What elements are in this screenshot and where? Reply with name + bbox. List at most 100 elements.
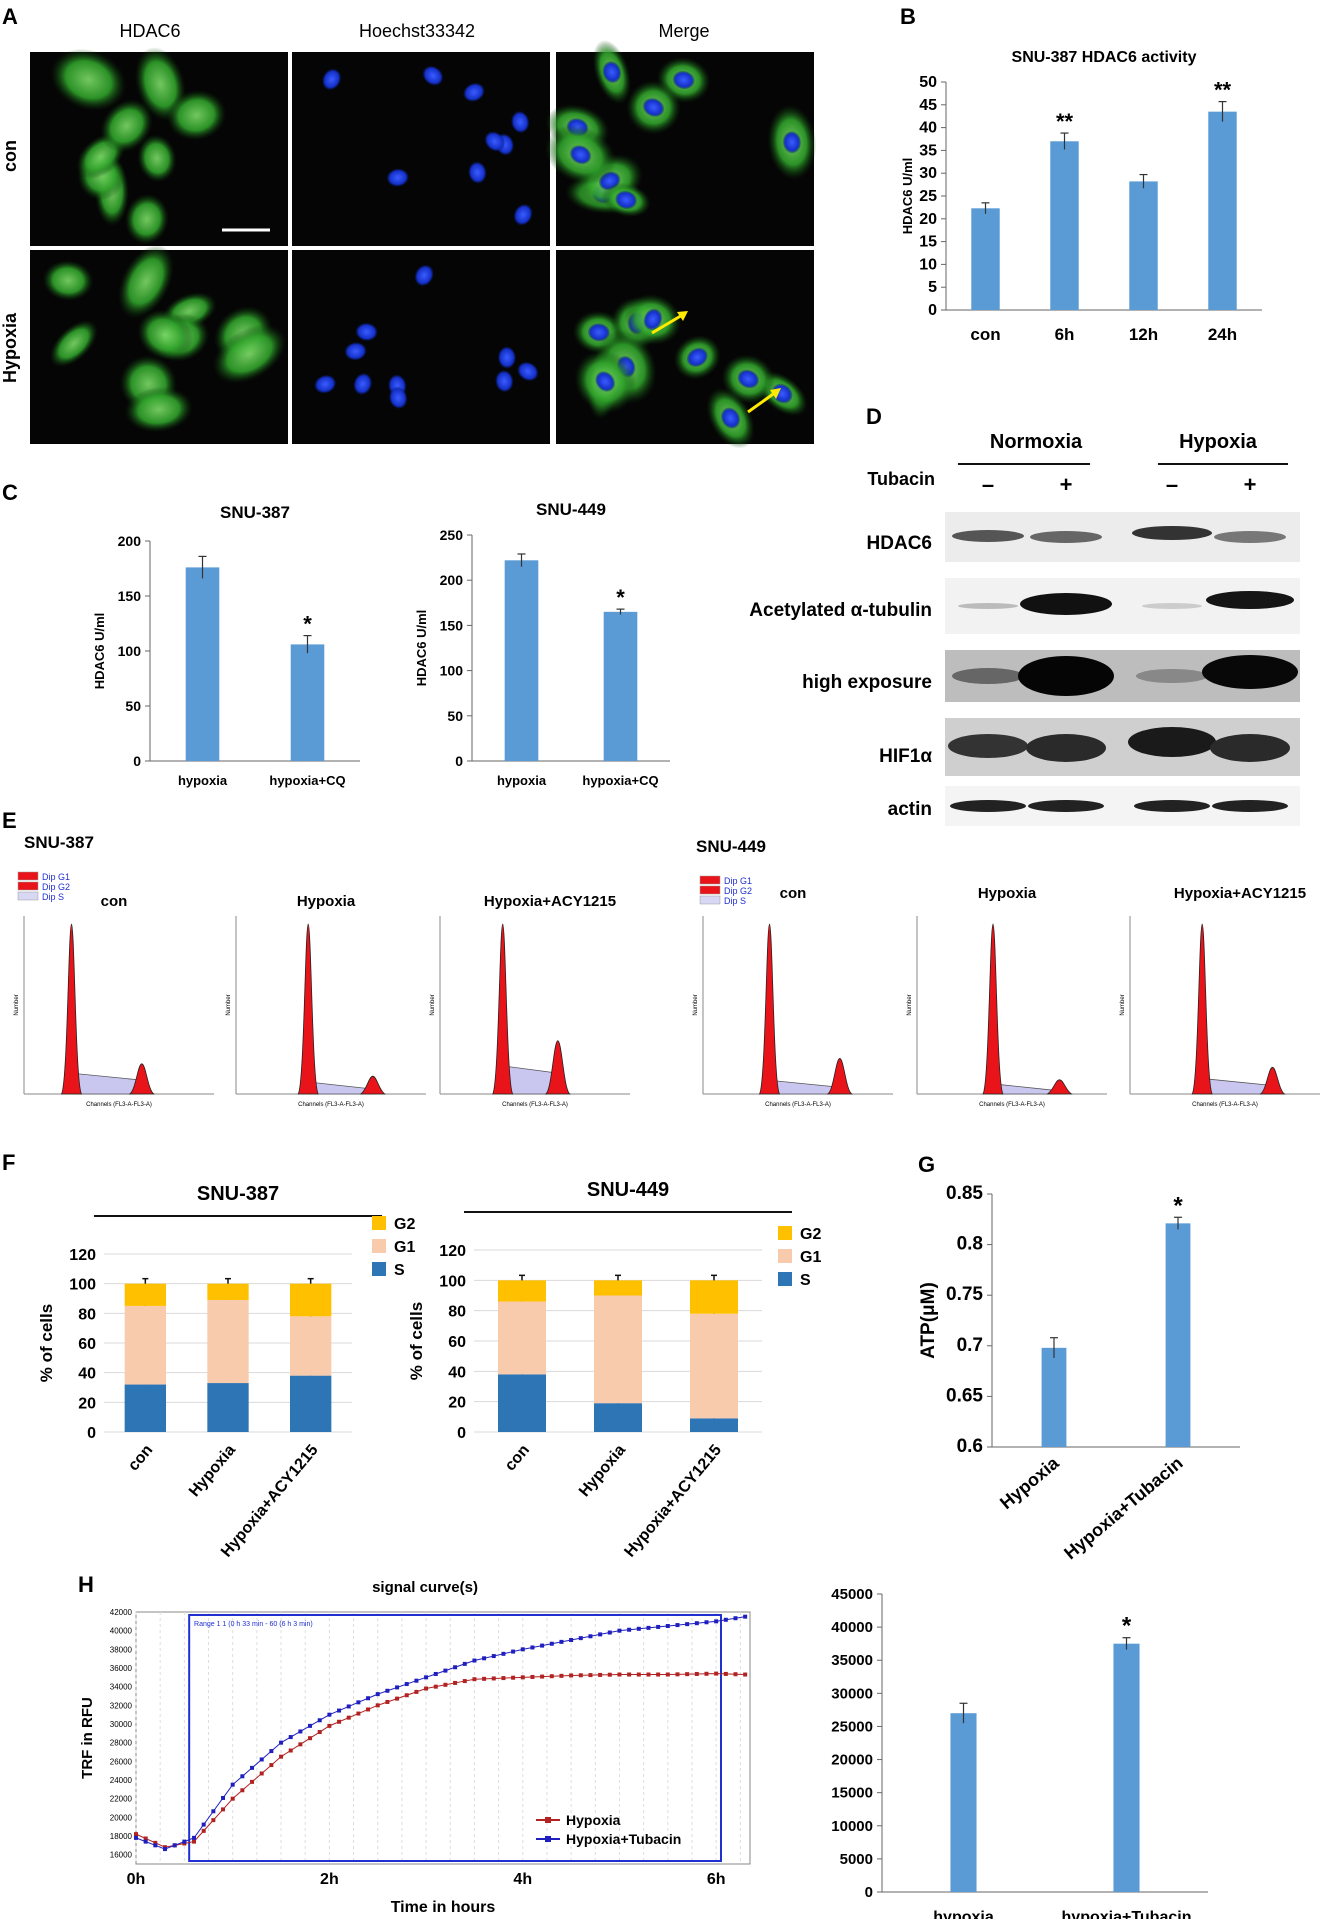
y-tick-label: 30: [919, 165, 937, 182]
arrow-head: [677, 311, 688, 321]
data-point: [665, 1624, 670, 1628]
bar: [950, 1713, 977, 1892]
lane-sign-1: –: [982, 472, 994, 497]
y-tick-label: 50: [447, 708, 463, 724]
data-point: [250, 1779, 255, 1784]
y-tick-label: 16000: [110, 1851, 133, 1860]
histogram-xlabel: Channels (FL3-A-FL3-A): [298, 1102, 364, 1108]
panel-letter-e: E: [2, 808, 17, 833]
g2-peak: [359, 1075, 387, 1095]
data-point: [472, 1658, 477, 1663]
y-tick-label: 0.85: [946, 1183, 983, 1204]
y-tick-label: 60: [78, 1336, 96, 1353]
data-point: [172, 1843, 177, 1848]
data-point: [559, 1639, 564, 1644]
micrograph-grid: [30, 40, 817, 449]
significance-marker: *: [303, 612, 312, 637]
x-tick-label: Hypoxia: [996, 1452, 1063, 1513]
data-point: [617, 1628, 622, 1633]
y-tick-label: 34000: [110, 1683, 133, 1692]
blot-label-hif1a: HIF1α: [879, 746, 932, 767]
stacked-bar-segment: [207, 1299, 249, 1384]
data-point: [472, 1677, 477, 1682]
cell-nucleus: [595, 371, 616, 392]
histogram-legend-label: Dip G1: [724, 876, 752, 886]
g1-peak: [491, 923, 514, 1095]
data-point: [714, 1671, 719, 1676]
y-tick-label: 10000: [831, 1818, 873, 1835]
y-tick-label: 0: [457, 1425, 466, 1442]
y-tick-label: 28000: [110, 1739, 133, 1748]
data-point: [443, 1668, 448, 1673]
panel-letter-b: B: [900, 4, 916, 29]
data-point: [694, 1671, 699, 1676]
data-point: [143, 1836, 148, 1841]
x-tick-label: hypoxia+CQ: [269, 773, 345, 788]
data-point: [385, 1688, 390, 1693]
bar: [1129, 181, 1158, 310]
y-tick-label: 120: [439, 1243, 466, 1260]
data-point: [366, 1707, 371, 1712]
y-tick-label: 0.6: [957, 1436, 983, 1457]
data-point: [240, 1788, 245, 1793]
histogram-ylabel: Number: [1120, 994, 1126, 1015]
y-tick-label: 0: [87, 1425, 96, 1442]
y-tick-label: 40: [448, 1364, 466, 1381]
histogram-legend-label: Dip S: [724, 896, 746, 906]
data-point: [414, 1689, 419, 1694]
y-tick-label: 50: [125, 698, 141, 714]
chart-g: ATP(μM) 0.6 0.65 0.7 0.75 0.8 0.85 Hypoxia * Hypo…: [918, 1183, 1240, 1563]
data-point: [163, 1847, 168, 1852]
data-point: [327, 1712, 332, 1717]
data-point: [704, 1671, 709, 1676]
data-point: [317, 1718, 322, 1723]
x-tick-label: 4h: [513, 1871, 532, 1888]
legend-label: G1: [800, 1249, 821, 1266]
bar: [1208, 111, 1237, 310]
data-point: [462, 1679, 467, 1684]
data-point: [501, 1676, 506, 1681]
arrow-indicator: [651, 312, 685, 335]
chart-h2: 0 5000 10000 15000 20000 25000 30000 35000 40000…: [831, 1586, 1208, 1919]
panel-a-row-hypoxia: Hypoxia: [0, 312, 20, 383]
data-point: [646, 1625, 651, 1630]
cell-cytoplasm: [212, 324, 286, 384]
y-tick-label: 42000: [110, 1608, 133, 1617]
x-tick-label: Hypoxia+Tubacin: [1060, 1453, 1186, 1564]
data-point: [627, 1672, 632, 1677]
cell-nucleus: [468, 161, 487, 184]
x-tick-label: Hypoxia: [576, 1442, 629, 1501]
y-tick-label: 250: [440, 527, 464, 543]
data-point: [288, 1735, 293, 1740]
stacked-bar-segment: [207, 1383, 249, 1432]
range-box: [188, 1614, 722, 1862]
data-point: [211, 1809, 216, 1814]
cell-nucleus: [386, 168, 409, 187]
data-point: [733, 1672, 738, 1677]
bar: [1113, 1643, 1140, 1892]
y-tick-label: 0.8: [957, 1234, 983, 1255]
stacked-bar-segment: [498, 1301, 546, 1375]
x-tick-label: 12h: [1129, 325, 1158, 344]
data-point: [250, 1765, 255, 1770]
data-point: [675, 1672, 680, 1677]
data-point: [337, 1719, 342, 1724]
y-tick-label: 60: [448, 1334, 466, 1351]
data-point: [723, 1617, 728, 1622]
y-tick-label: 30000: [110, 1720, 133, 1729]
data-point: [221, 1795, 226, 1800]
cell-nucleus: [484, 131, 505, 152]
y-tick-label: 0: [133, 753, 141, 769]
data-point: [530, 1674, 535, 1679]
legend-swatch: [372, 1262, 386, 1276]
chart-h1: signal curve(s) Range 1 1 (0 h 33 min - 6…: [79, 1579, 751, 1916]
g1-peak: [60, 923, 83, 1095]
y-tick-label: 100: [439, 1273, 466, 1290]
y-tick-label: 22000: [110, 1795, 133, 1804]
significance-marker: *: [616, 585, 625, 610]
blot-label-acetyl-tubulin: Acetylated α-tubulin: [749, 600, 932, 621]
data-point: [346, 1715, 351, 1720]
x-tick-label: hypoxia: [178, 773, 228, 788]
panel-letter-a: A: [2, 4, 18, 29]
y-axis-label: % of cells: [407, 1302, 426, 1380]
